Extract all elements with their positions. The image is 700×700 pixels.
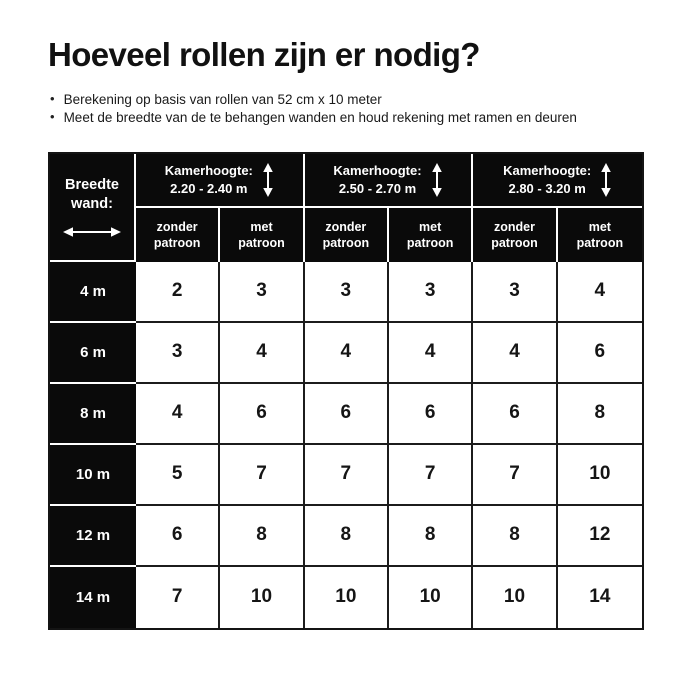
subheader-line1: zonder (494, 219, 535, 234)
subheader-met-patroon: met patroon (389, 207, 474, 262)
subheader-line1: met (250, 219, 273, 234)
vertical-double-arrow-icon (263, 162, 273, 197)
table-cell: 7 (473, 444, 558, 506)
bullet-item: • Berekening op basis van rollen van 52 … (48, 91, 652, 109)
row-label-12m: 12 m (50, 505, 136, 567)
table-cell: 6 (136, 505, 221, 567)
row-label-8m: 8 m (50, 383, 136, 445)
subheader-line1: met (588, 219, 611, 234)
table-cell: 8 (389, 505, 474, 567)
table-cell: 2 (136, 261, 221, 323)
corner-header-text: Breedte wand: (65, 176, 119, 215)
subheader-zonder-patroon: zonder patroon (473, 207, 558, 262)
subheader-met-patroon: met patroon (557, 207, 642, 262)
subheader-line2: patroon (576, 235, 624, 250)
table-cell: 4 (304, 322, 389, 384)
table-cell: 3 (389, 261, 474, 323)
bullet-text: Meet de breedte van de te behangen wande… (63, 109, 577, 125)
table-cell: 14 (557, 566, 642, 628)
table-cell: 10 (389, 566, 474, 628)
subheader-line1: zonder (156, 219, 198, 234)
subheader-line1: met (419, 219, 442, 234)
group-label: Kamerhoogte: (503, 163, 592, 179)
table-cell: 3 (304, 261, 389, 323)
group-range: 2.80 - 3.20 m (508, 180, 586, 196)
page-title: Hoeveel rollen zijn er nodig? (48, 36, 480, 73)
table-cell: 8 (473, 505, 558, 567)
table-cell: 7 (220, 444, 305, 506)
table-cell: 4 (557, 261, 642, 323)
vertical-double-arrow-icon (431, 162, 442, 197)
group-header-text: Kamerhoogte: 2.50 - 2.70 m (333, 162, 421, 197)
table-cell: 6 (304, 383, 389, 445)
group-header-kamerhoogte-3: Kamerhoogte: 2.80 - 3.20 m (473, 153, 642, 208)
subheader-met-patroon: met patroon (220, 207, 305, 262)
subheader-line2: patroon (406, 235, 454, 250)
bullet-icon: • (50, 108, 55, 124)
bullet-text: Berekening op basis van rollen van 52 cm… (63, 91, 382, 107)
table-cell: 4 (389, 322, 474, 384)
table-cell: 3 (136, 322, 221, 384)
table-cell: 4 (220, 322, 305, 384)
subheader-line2: patroon (153, 235, 201, 250)
bullet-list: • Berekening op basis van rollen van 52 … (48, 91, 652, 127)
horizontal-double-arrow-icon (63, 227, 121, 237)
row-label-14m: 14 m (50, 566, 136, 628)
group-range: 2.50 - 2.70 m (338, 180, 417, 196)
table-cell: 4 (136, 383, 221, 445)
bullet-icon: • (50, 90, 55, 106)
bullet-item: • Meet de breedte van de te behangen wan… (48, 109, 652, 127)
group-header-text: Kamerhoogte: 2.20 - 2.40 m (165, 162, 253, 197)
subheader-line2: patroon (491, 235, 538, 250)
table-cell: 6 (220, 383, 305, 445)
table-cell: 12 (557, 505, 642, 567)
row-label-10m: 10 m (50, 444, 136, 506)
table-cell: 3 (473, 261, 558, 323)
vertical-double-arrow-icon (601, 162, 612, 197)
subheader-line1: zonder (325, 219, 367, 234)
corner-line1: Breedte (65, 176, 119, 193)
group-header-text: Kamerhoogte: 2.80 - 3.20 m (503, 162, 591, 197)
table-cell: 4 (473, 322, 558, 384)
row-label-6m: 6 m (50, 322, 136, 384)
table-cell: 8 (220, 505, 305, 567)
subheader-line2: patroon (322, 235, 370, 250)
table-cell: 10 (557, 444, 642, 506)
table-cell: 10 (473, 566, 558, 628)
table-cell: 8 (557, 383, 642, 445)
group-range: 2.20 - 2.40 m (170, 180, 248, 196)
subheader-line2: patroon (238, 235, 285, 250)
group-header-kamerhoogte-1: Kamerhoogte: 2.20 - 2.40 m (136, 153, 305, 208)
table-cell: 6 (389, 383, 474, 445)
page: Hoeveel rollen zijn er nodig? • Berekeni… (48, 36, 652, 630)
table-cell: 7 (389, 444, 474, 506)
table-cell: 7 (304, 444, 389, 506)
table-cell: 5 (136, 444, 221, 506)
group-label: Kamerhoogte: (164, 163, 253, 179)
row-label-4m: 4 m (50, 261, 136, 323)
table-cell: 10 (304, 566, 389, 628)
rolls-needed-table: Breedte wand: Kamerhoogte: 2.20 - 2.40 m (48, 151, 644, 630)
table-cell: 6 (557, 322, 642, 384)
table-cell: 10 (220, 566, 305, 628)
subheader-zonder-patroon: zonder patroon (304, 207, 389, 262)
group-label: Kamerhoogte: (333, 163, 422, 179)
table-cell: 8 (304, 505, 389, 567)
group-header-kamerhoogte-2: Kamerhoogte: 2.50 - 2.70 m (304, 153, 474, 208)
table-cell: 6 (473, 383, 558, 445)
table-cell: 7 (136, 566, 221, 628)
corner-line2: wand: (71, 196, 113, 213)
subheader-zonder-patroon: zonder patroon (136, 207, 221, 262)
table-cell: 3 (220, 261, 305, 323)
corner-header-breedte-wand: Breedte wand: (50, 153, 136, 262)
